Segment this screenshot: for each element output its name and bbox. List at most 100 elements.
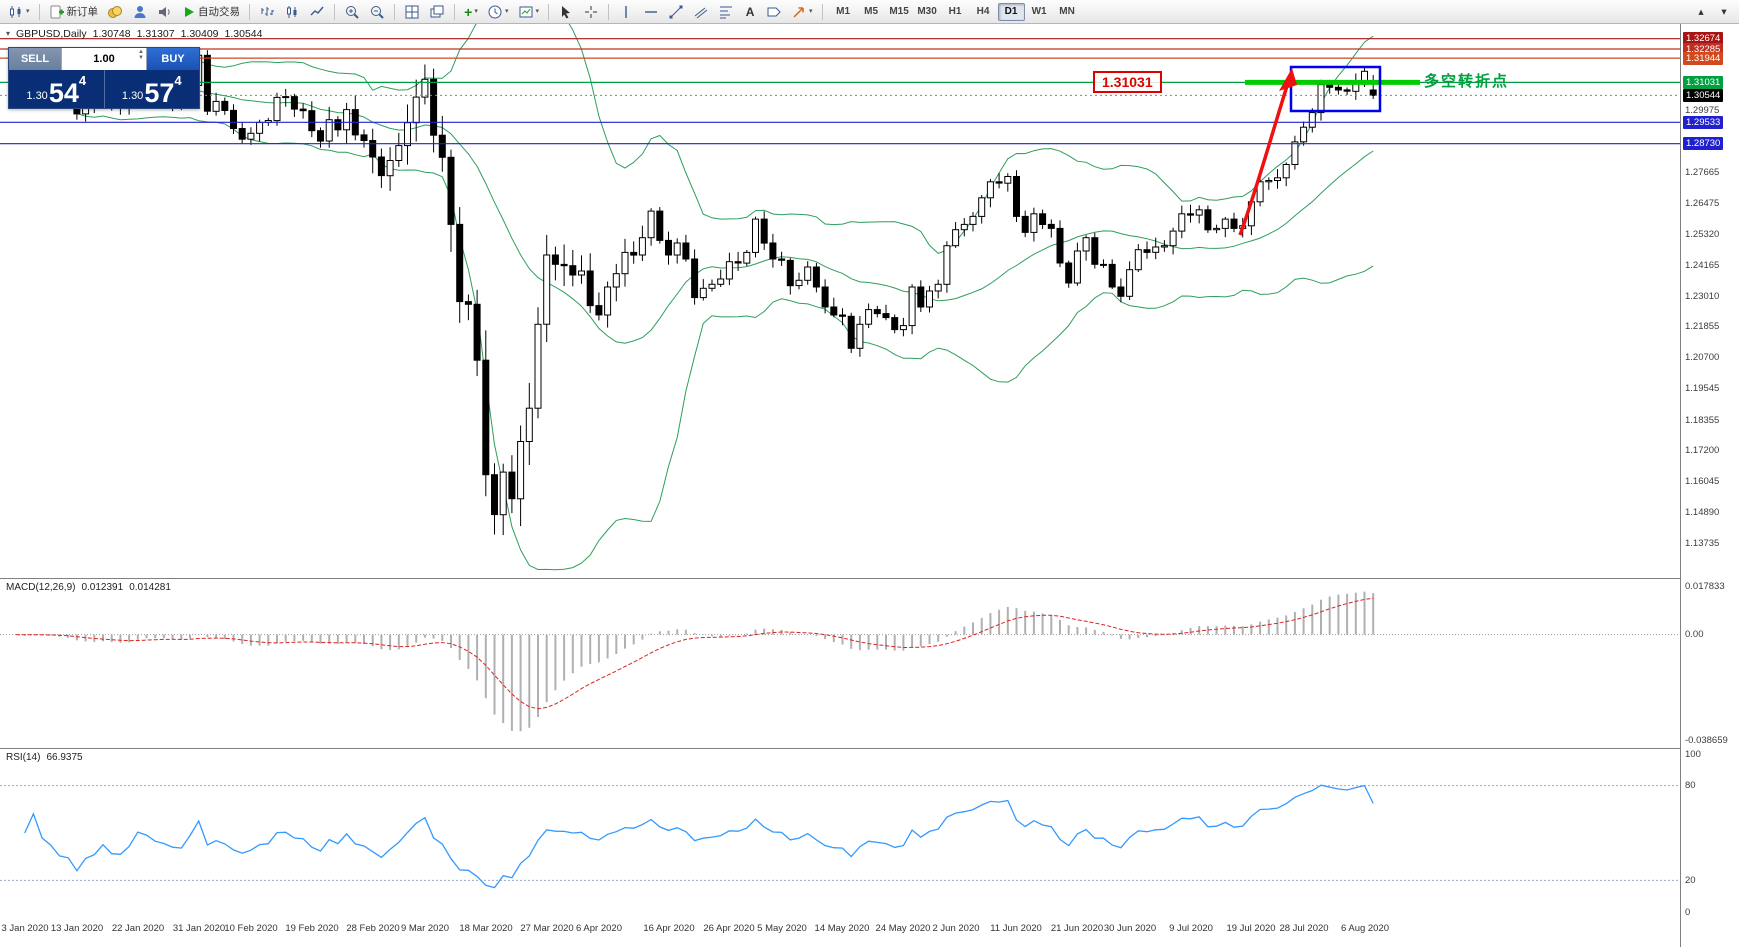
timeframe-mn[interactable]: MN <box>1054 3 1081 21</box>
rsi-axis-label: 20 <box>1685 874 1696 886</box>
shapes-button[interactable]: ▾ <box>787 2 817 22</box>
date-label: 11 Jun 2020 <box>990 923 1042 934</box>
toolbar-separator <box>38 3 40 20</box>
autotrading-button[interactable]: 自动交易 <box>178 2 244 22</box>
new-order-button[interactable]: 新订单 <box>45 2 103 22</box>
macd-value-signal: 0.014281 <box>129 582 171 593</box>
spinner-down-icon[interactable]: ▼ <box>138 55 144 61</box>
date-label: 13 Jan 2020 <box>50 923 104 934</box>
clock-icon <box>488 5 502 18</box>
horizontal-line-button[interactable] <box>639 2 663 22</box>
chevron-down-icon: ▾ <box>474 8 478 15</box>
toolbar: ▾ 新订单 自动交易 + ▾ ▾ <box>0 0 1739 24</box>
deposit-button[interactable] <box>103 2 127 22</box>
label-button[interactable] <box>762 2 786 22</box>
price-line-tag: 1.31944 <box>1683 51 1724 65</box>
zoom-in-icon <box>346 5 359 19</box>
highlight-box <box>1289 65 1382 113</box>
timeframe-h1[interactable]: H1 <box>942 3 969 21</box>
date-label: 21 Jun 2020 <box>1050 923 1104 934</box>
timeframe-h4[interactable]: H4 <box>970 3 997 21</box>
spinner-up-icon[interactable]: ▲ <box>138 49 144 55</box>
timeframe-d1[interactable]: D1 <box>997 2 1025 21</box>
sell-price-pip: 4 <box>78 73 87 88</box>
channel-button[interactable] <box>689 2 713 22</box>
autotrading-label: 自动交易 <box>198 6 241 18</box>
template-button[interactable]: ▾ <box>514 2 544 22</box>
buy-button[interactable]: BUY <box>147 48 199 70</box>
coins-icon <box>108 5 123 18</box>
cursor-button[interactable] <box>554 2 578 22</box>
new-order-icon <box>50 5 64 18</box>
date-label: 30 Jun 2020 <box>1103 923 1157 934</box>
price-tick-label: 1.19545 <box>1685 382 1720 394</box>
price-tick-label: 1.18355 <box>1685 414 1720 426</box>
timeframe-w1[interactable]: W1 <box>1026 3 1053 21</box>
volume-input[interactable]: 1.00 ▲ ▼ <box>61 48 147 70</box>
date-label: 22 Jan 2020 <box>111 923 165 934</box>
toolbar-separator <box>249 3 251 20</box>
date-label: 28 Jul 2020 <box>1279 923 1329 934</box>
macd-signal-line <box>15 597 1374 710</box>
timeframe-m1[interactable]: M1 <box>830 3 857 21</box>
pivot-annotation[interactable]: 多空转折点 <box>1424 73 1510 90</box>
trade-widget-prices: 1.30 54 4 1.30 57 4 <box>9 70 199 108</box>
date-axis[interactable]: 3 Jan 2020 13 Jan 2020 22 Jan 2020 31 Jan 2… <box>0 916 1739 947</box>
ohlc-open: 1.30748 <box>92 28 131 40</box>
vertical-line-button[interactable] <box>614 2 638 22</box>
cascade-windows-button[interactable] <box>425 2 449 22</box>
bar-chart-button[interactable] <box>255 2 279 22</box>
chevron-down-icon: ▾ <box>809 8 813 15</box>
price-callout[interactable]: 1.31031 <box>1093 71 1162 93</box>
horizontal-line-icon <box>645 10 658 13</box>
macd-panel-separator[interactable] <box>0 578 1739 579</box>
price-line-tag: 1.31031 <box>1683 75 1724 89</box>
date-label: 19 Feb 2020 <box>285 923 339 934</box>
bar-chart-icon <box>261 6 275 16</box>
price-tick-label: 1.23010 <box>1685 290 1720 302</box>
price-lines <box>0 38 1680 145</box>
line-chart-button[interactable] <box>305 2 329 22</box>
fibonacci-icon <box>720 6 733 18</box>
timeframe-m5[interactable]: M5 <box>858 3 885 21</box>
text-button[interactable]: A <box>739 2 761 22</box>
toolbar-down-icon[interactable]: ▾ <box>1713 2 1735 22</box>
one-click-toggle-icon[interactable]: ▾ <box>6 29 11 38</box>
buy-price[interactable]: 1.30 57 4 <box>105 70 200 108</box>
sell-price[interactable]: 1.30 54 4 <box>9 70 104 108</box>
zoom-out-icon <box>371 5 384 19</box>
sell-button[interactable]: SELL <box>9 48 61 70</box>
community-button[interactable] <box>128 2 152 22</box>
price-axis[interactable]: 1.29975 1.27665 1.26475 1.25320 1.24165 1.230… <box>1680 24 1739 947</box>
fibonacci-button[interactable] <box>714 2 738 22</box>
rsi-panel-separator[interactable] <box>0 748 1739 749</box>
trend-arrow <box>1238 68 1297 236</box>
alerts-button[interactable] <box>153 2 177 22</box>
period-button[interactable]: ▾ <box>483 2 513 22</box>
chevron-down-icon: ▾ <box>535 8 540 15</box>
new-order-label: 新订单 <box>66 6 99 18</box>
candlestick-chart-button[interactable] <box>280 2 304 22</box>
macd-axis-min: -0.038659 <box>1685 734 1728 746</box>
timeframe-m15[interactable]: M15 <box>886 3 913 21</box>
zoom-out-button[interactable] <box>365 2 389 22</box>
date-label: 19 Jul 2020 <box>1226 923 1276 934</box>
toolbar-separator <box>454 3 456 20</box>
template-icon <box>519 6 533 17</box>
volume-spinner[interactable]: ▲ ▼ <box>138 49 144 61</box>
zoom-in-button[interactable] <box>340 2 364 22</box>
price-tick-label: 1.20700 <box>1685 352 1720 364</box>
tile-windows-button[interactable] <box>400 2 424 22</box>
new-chart-button[interactable]: ▾ <box>4 2 34 22</box>
add-indicator-button[interactable]: + ▾ <box>460 2 482 22</box>
price-line-tag: 1.29533 <box>1683 115 1724 129</box>
date-label: 2 Jun 2020 <box>932 923 980 934</box>
toolbar-separator <box>608 3 610 20</box>
rsi-axis-label: 80 <box>1685 780 1696 792</box>
timeframe-m30[interactable]: M30 <box>914 3 941 21</box>
crosshair-button[interactable] <box>579 2 603 22</box>
date-label: 9 Jul 2020 <box>1169 923 1213 934</box>
trendline-button[interactable] <box>664 2 688 22</box>
toolbar-up-icon[interactable]: ▴ <box>1690 2 1712 22</box>
